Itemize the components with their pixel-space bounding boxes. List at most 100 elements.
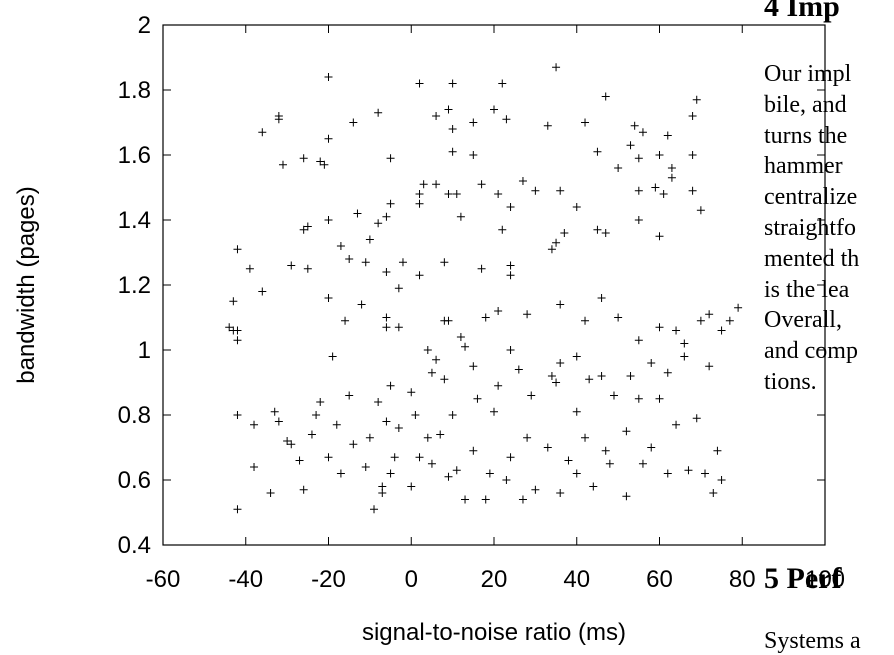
data-point (655, 394, 664, 403)
data-point (287, 261, 296, 270)
data-point (543, 443, 552, 452)
data-point (655, 151, 664, 159)
data-point (415, 453, 424, 462)
x-tick-label: 20 (481, 566, 508, 593)
data-point (717, 476, 726, 484)
x-tick-label: 40 (563, 566, 590, 593)
data-point (448, 79, 457, 88)
data-point (734, 303, 743, 312)
data-point (469, 362, 478, 371)
data-point (705, 310, 714, 319)
data-point (440, 258, 449, 267)
data-point (634, 216, 643, 224)
data-point (448, 147, 457, 156)
data-point (312, 411, 321, 419)
data-point (233, 245, 242, 254)
data-point (634, 394, 643, 403)
data-point (614, 164, 623, 172)
data-point (494, 381, 503, 390)
data-point (365, 433, 374, 442)
data-point (531, 485, 540, 494)
data-point (283, 437, 292, 445)
data-point (386, 469, 395, 478)
paper-body-line: turns the (764, 122, 848, 149)
data-point (336, 469, 345, 478)
data-point (630, 121, 639, 130)
data-point (585, 375, 594, 384)
data-point (456, 212, 465, 221)
data-point (626, 372, 635, 380)
data-point (374, 398, 383, 406)
data-point (419, 180, 428, 189)
data-point (303, 264, 312, 273)
data-point (349, 118, 358, 127)
data-point (518, 495, 527, 504)
y-tick-label: 1 (138, 337, 151, 364)
y-tick-label: 1.6 (118, 142, 151, 169)
data-point (696, 206, 705, 215)
data-point (506, 261, 515, 270)
data-point (349, 440, 358, 449)
data-point (469, 446, 478, 455)
data-point (382, 268, 391, 276)
paper-body-line: and comp (764, 338, 858, 365)
data-point (655, 232, 664, 241)
data-point (229, 326, 238, 335)
data-point (614, 313, 623, 322)
data-point (440, 375, 449, 384)
data-point (324, 134, 333, 143)
data-point (432, 355, 441, 364)
data-point (436, 430, 445, 439)
data-point (274, 112, 283, 120)
data-point (328, 352, 337, 361)
data-point (394, 424, 403, 432)
data-point (316, 398, 325, 406)
data-point (295, 456, 304, 465)
data-point (688, 112, 697, 120)
data-point (692, 414, 701, 423)
data-point (415, 79, 424, 88)
data-point (655, 323, 664, 332)
data-point (432, 112, 441, 120)
x-axis-title: signal-to-noise ratio (ms) (362, 619, 626, 646)
section-heading-5: 5 Perf (764, 562, 842, 595)
data-point (432, 180, 441, 189)
x-tick-label: -60 (146, 566, 181, 593)
data-point (378, 482, 387, 491)
data-point (597, 294, 606, 302)
data-point (266, 489, 275, 497)
data-point (469, 151, 478, 159)
data-point (357, 300, 366, 309)
data-point (307, 430, 316, 439)
data-point (556, 489, 565, 497)
data-point (461, 495, 470, 504)
data-point (394, 323, 403, 332)
data-point (663, 131, 672, 140)
paper-body-line: Overall, (764, 307, 842, 334)
data-point (560, 229, 569, 237)
data-point (552, 378, 561, 387)
data-point (316, 157, 325, 166)
data-point (609, 391, 618, 400)
y-tick-label: 1.8 (118, 77, 151, 104)
paper-body-line: centralize (764, 184, 858, 211)
data-point (336, 242, 345, 250)
paper-body-line: bile, and (764, 91, 847, 118)
data-point (274, 417, 283, 426)
data-point (506, 271, 515, 280)
data-point (692, 95, 701, 104)
data-point (622, 492, 631, 501)
data-point (688, 186, 697, 195)
data-point (601, 92, 610, 101)
data-point (494, 190, 503, 198)
y-tick-label: 0.4 (118, 532, 151, 559)
data-point (456, 333, 465, 341)
data-point (490, 407, 498, 416)
data-point (444, 472, 453, 481)
data-point (638, 459, 647, 468)
data-point (717, 326, 726, 335)
data-point (386, 381, 395, 390)
data-point (667, 173, 676, 182)
data-point (444, 190, 453, 198)
